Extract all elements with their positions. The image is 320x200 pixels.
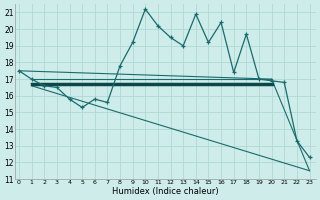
X-axis label: Humidex (Indice chaleur): Humidex (Indice chaleur) <box>112 187 219 196</box>
